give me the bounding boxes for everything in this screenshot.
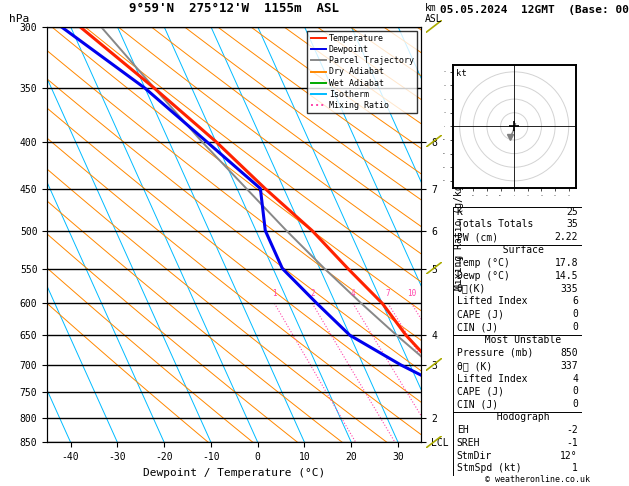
Text: Hodograph: Hodograph <box>485 412 550 422</box>
Text: Pressure (mb): Pressure (mb) <box>457 348 533 358</box>
Text: 14.5: 14.5 <box>554 271 578 281</box>
Text: -2: -2 <box>566 425 578 435</box>
Text: Lifted Index: Lifted Index <box>457 374 527 383</box>
Text: 337: 337 <box>560 361 578 371</box>
Text: 4: 4 <box>350 289 355 298</box>
Text: 335: 335 <box>560 284 578 294</box>
Text: © weatheronline.co.uk: © weatheronline.co.uk <box>486 474 590 484</box>
Text: Dewp (°C): Dewp (°C) <box>457 271 509 281</box>
Text: θᴇ (K): θᴇ (K) <box>457 361 492 371</box>
Text: hPa: hPa <box>9 14 30 24</box>
Text: 0: 0 <box>572 386 578 397</box>
Text: 17.8: 17.8 <box>554 258 578 268</box>
Text: 0: 0 <box>572 399 578 409</box>
Text: 12°: 12° <box>560 451 578 461</box>
Text: 35: 35 <box>566 219 578 229</box>
Text: 0: 0 <box>572 309 578 319</box>
Text: StmSpd (kt): StmSpd (kt) <box>457 464 521 473</box>
Text: CIN (J): CIN (J) <box>457 322 498 332</box>
Text: 850: 850 <box>560 348 578 358</box>
Text: 1: 1 <box>272 289 277 298</box>
Text: 05.05.2024  12GMT  (Base: 00): 05.05.2024 12GMT (Base: 00) <box>440 4 629 15</box>
Text: kt: kt <box>455 69 466 78</box>
Text: Temp (°C): Temp (°C) <box>457 258 509 268</box>
Text: CIN (J): CIN (J) <box>457 399 498 409</box>
Text: km
ASL: km ASL <box>425 3 442 24</box>
Text: 1: 1 <box>572 464 578 473</box>
X-axis label: Dewpoint / Temperature (°C): Dewpoint / Temperature (°C) <box>143 468 325 478</box>
Text: EH: EH <box>457 425 469 435</box>
Text: CAPE (J): CAPE (J) <box>457 309 504 319</box>
Text: 10: 10 <box>407 289 416 298</box>
Text: 6: 6 <box>572 296 578 307</box>
Text: 4: 4 <box>572 374 578 383</box>
Text: Totals Totals: Totals Totals <box>457 219 533 229</box>
Text: -1: -1 <box>566 438 578 448</box>
Text: 9°59'N  275°12'W  1155m  ASL: 9°59'N 275°12'W 1155m ASL <box>130 1 339 15</box>
Text: StmDir: StmDir <box>457 451 492 461</box>
Text: CAPE (J): CAPE (J) <box>457 386 504 397</box>
Y-axis label: Mixing Ratio (g/kg): Mixing Ratio (g/kg) <box>454 179 464 290</box>
Text: K: K <box>457 207 462 217</box>
Text: Surface: Surface <box>491 245 544 255</box>
Text: PW (cm): PW (cm) <box>457 232 498 242</box>
Text: Most Unstable: Most Unstable <box>473 335 562 345</box>
Text: SREH: SREH <box>457 438 481 448</box>
Text: 0: 0 <box>572 322 578 332</box>
Text: 2.22: 2.22 <box>554 232 578 242</box>
Legend: Temperature, Dewpoint, Parcel Trajectory, Dry Adiabat, Wet Adiabat, Isotherm, Mi: Temperature, Dewpoint, Parcel Trajectory… <box>307 31 417 113</box>
Text: 25: 25 <box>566 207 578 217</box>
Text: Lifted Index: Lifted Index <box>457 296 527 307</box>
Text: θᴇ(K): θᴇ(K) <box>457 284 486 294</box>
Text: 7: 7 <box>386 289 390 298</box>
Text: 2: 2 <box>310 289 314 298</box>
